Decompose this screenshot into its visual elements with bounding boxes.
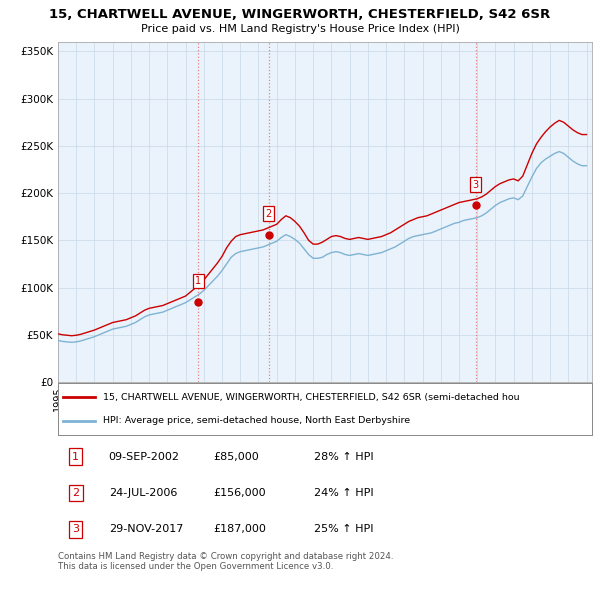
Text: Price paid vs. HM Land Registry's House Price Index (HPI): Price paid vs. HM Land Registry's House …	[140, 24, 460, 34]
Text: 2: 2	[266, 209, 272, 219]
Text: 24-JUL-2006: 24-JUL-2006	[109, 488, 177, 498]
Text: 1: 1	[196, 276, 202, 286]
Text: 15, CHARTWELL AVENUE, WINGERWORTH, CHESTERFIELD, S42 6SR: 15, CHARTWELL AVENUE, WINGERWORTH, CHEST…	[49, 8, 551, 21]
Text: 3: 3	[473, 179, 479, 189]
Text: Contains HM Land Registry data © Crown copyright and database right 2024.
This d: Contains HM Land Registry data © Crown c…	[58, 552, 394, 571]
Text: £187,000: £187,000	[213, 525, 266, 535]
Text: 09-SEP-2002: 09-SEP-2002	[109, 452, 180, 462]
Text: £156,000: £156,000	[213, 488, 265, 498]
Text: 28% ↑ HPI: 28% ↑ HPI	[314, 452, 374, 462]
Text: 24% ↑ HPI: 24% ↑ HPI	[314, 488, 374, 498]
Text: 2: 2	[72, 488, 79, 498]
Text: 15, CHARTWELL AVENUE, WINGERWORTH, CHESTERFIELD, S42 6SR (semi-detached hou: 15, CHARTWELL AVENUE, WINGERWORTH, CHEST…	[103, 392, 520, 402]
Text: 25% ↑ HPI: 25% ↑ HPI	[314, 525, 374, 535]
Text: £85,000: £85,000	[213, 452, 259, 462]
Text: 29-NOV-2017: 29-NOV-2017	[109, 525, 183, 535]
Text: HPI: Average price, semi-detached house, North East Derbyshire: HPI: Average price, semi-detached house,…	[103, 417, 410, 425]
Text: 1: 1	[72, 452, 79, 462]
Text: 3: 3	[72, 525, 79, 535]
